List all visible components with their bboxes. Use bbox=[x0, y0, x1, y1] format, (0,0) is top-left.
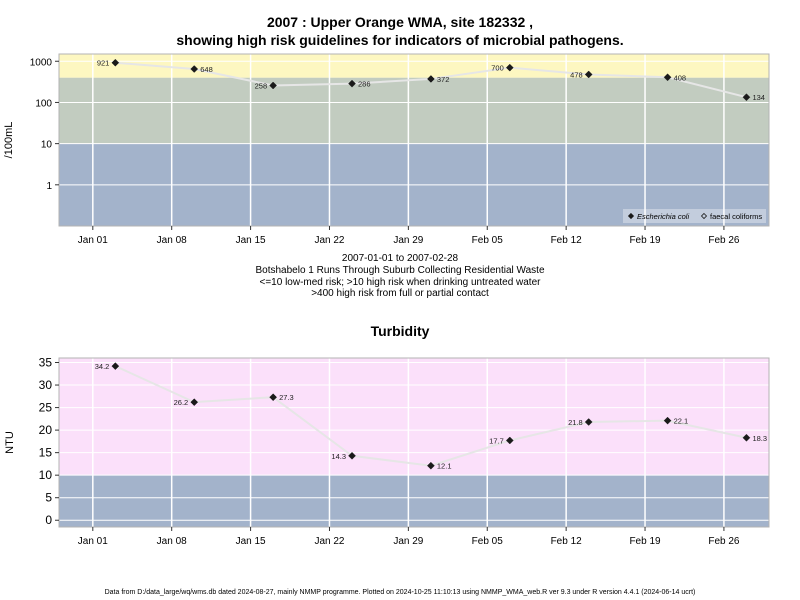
data-label-8: 18.3 bbox=[752, 434, 767, 443]
x-tick-label-1: Jan 08 bbox=[157, 235, 187, 246]
chart-title-line-1: 2007 : Upper Orange WMA, site 182332 , bbox=[266, 14, 534, 30]
legend-marker-0 bbox=[627, 212, 635, 220]
risk-note-drinking: <=10 low-med risk; >10 high risk when dr… bbox=[259, 277, 541, 288]
x-tick-label-8: Feb 26 bbox=[708, 235, 740, 246]
x-tick-label-7: Feb 19 bbox=[629, 536, 661, 547]
data-point-8 bbox=[742, 93, 751, 102]
x-tick-label-1: Jan 08 bbox=[157, 536, 187, 547]
legend-marker-1 bbox=[700, 212, 708, 220]
data-label-3: 286 bbox=[358, 80, 371, 89]
y-tick-label-0: 0 bbox=[45, 513, 52, 527]
y-tick-label-6: 30 bbox=[39, 378, 53, 392]
data-label-6: 21.8 bbox=[568, 418, 583, 427]
data-point-5 bbox=[505, 436, 514, 445]
risk-band-1 bbox=[59, 358, 769, 476]
y-axis-title: /100mL bbox=[3, 122, 15, 159]
y-tick-label-1: 10 bbox=[41, 140, 53, 151]
turbidity-panel: Jan 01 Jan 08 Jan 15 Jan 22 Jan 29 Feb 05 Feb … bbox=[4, 356, 770, 547]
data-label-0: 34.2 bbox=[95, 362, 110, 371]
risk-note-contact: >400 high risk from full or partial cont… bbox=[311, 288, 489, 299]
data-label-4: 12.1 bbox=[437, 462, 452, 471]
x-tick-label-0: Jan 01 bbox=[78, 536, 108, 547]
plot-frame bbox=[58, 357, 770, 528]
y-tick-label-2: 10 bbox=[39, 468, 53, 482]
legend-label-0: Escherichia coli bbox=[637, 212, 689, 221]
x-tick-label-0: Jan 01 bbox=[78, 235, 108, 246]
legend-label-1: faecal coliforms bbox=[710, 212, 762, 221]
x-tick-label-3: Jan 22 bbox=[314, 536, 344, 547]
data-point-5 bbox=[505, 63, 514, 72]
legend-box bbox=[623, 209, 766, 223]
data-point-3 bbox=[348, 451, 356, 460]
chart-title-line-2: showing high risk guidelines for indicat… bbox=[176, 32, 624, 48]
risk-band-0 bbox=[59, 475, 769, 527]
data-point-0 bbox=[111, 362, 120, 370]
data-point-3 bbox=[348, 79, 356, 88]
plot-frame bbox=[58, 53, 770, 227]
y-axis-title: NTU bbox=[4, 431, 16, 454]
x-tick-label-8: Feb 26 bbox=[708, 536, 740, 547]
data-label-7: 22.1 bbox=[674, 417, 689, 426]
x-tick-label-6: Feb 12 bbox=[551, 536, 583, 547]
data-point-8 bbox=[742, 433, 751, 442]
data-point-0 bbox=[111, 58, 120, 67]
data-point-6 bbox=[584, 418, 593, 426]
x-tick-label-5: Feb 05 bbox=[472, 235, 504, 246]
risk-band-2 bbox=[59, 54, 769, 78]
period-caption: 2007-01-01 to 2007-02-28 bbox=[341, 253, 459, 264]
y-tick-label-3: 15 bbox=[39, 446, 53, 460]
x-tick-label-3: Jan 22 bbox=[314, 235, 344, 246]
x-tick-label-2: Jan 15 bbox=[236, 536, 266, 547]
turbidity-title: Turbidity bbox=[370, 323, 430, 339]
data-label-6: 478 bbox=[570, 70, 583, 79]
x-tick-label-4: Jan 29 bbox=[393, 235, 423, 246]
data-point-2 bbox=[269, 393, 277, 402]
data-label-5: 700 bbox=[491, 64, 504, 73]
x-tick-label-7: Feb 19 bbox=[629, 235, 661, 246]
x-tick-label-5: Feb 05 bbox=[472, 536, 504, 547]
data-label-3: 14.3 bbox=[331, 452, 346, 461]
y-tick-label-1: 5 bbox=[45, 491, 52, 505]
data-label-7: 408 bbox=[674, 73, 687, 82]
x-tick-label-2: Jan 15 bbox=[236, 235, 266, 246]
site-description: Botshabelo 1 Runs Through Suburb Collect… bbox=[255, 265, 545, 276]
y-tick-label-3: 1000 bbox=[30, 57, 53, 68]
data-point-7 bbox=[663, 73, 672, 82]
risk-band-1 bbox=[59, 77, 769, 144]
data-label-1: 26.2 bbox=[174, 398, 189, 407]
data-point-7 bbox=[663, 416, 672, 425]
data-point-1 bbox=[190, 398, 199, 407]
data-label-8: 134 bbox=[752, 93, 765, 102]
data-point-2 bbox=[269, 81, 277, 90]
x-tick-label-6: Feb 12 bbox=[551, 235, 583, 246]
x-tick-label-4: Jan 29 bbox=[393, 536, 423, 547]
y-tick-label-2: 100 bbox=[35, 98, 52, 109]
data-point-4 bbox=[427, 461, 435, 470]
microbial-panel: Jan 01 Jan 08 Jan 15 Jan 22 Jan 29 Feb 05 Feb … bbox=[3, 53, 770, 246]
footer-note: Data from D:/data_large/wq/wms.db dated … bbox=[104, 589, 696, 596]
data-point-6 bbox=[584, 70, 593, 79]
data-point-1 bbox=[190, 65, 199, 73]
data-point-4 bbox=[427, 75, 435, 83]
data-label-1: 648 bbox=[200, 65, 213, 74]
data-label-2: 27.3 bbox=[279, 393, 294, 402]
data-label-4: 372 bbox=[437, 75, 450, 84]
y-tick-label-4: 20 bbox=[39, 423, 53, 437]
data-label-5: 17.7 bbox=[489, 436, 504, 445]
y-tick-label-7: 35 bbox=[39, 356, 53, 370]
y-tick-label-0: 1 bbox=[46, 181, 52, 192]
y-tick-label-5: 25 bbox=[39, 401, 53, 415]
data-label-2: 258 bbox=[255, 81, 268, 90]
data-label-0: 921 bbox=[97, 59, 110, 68]
